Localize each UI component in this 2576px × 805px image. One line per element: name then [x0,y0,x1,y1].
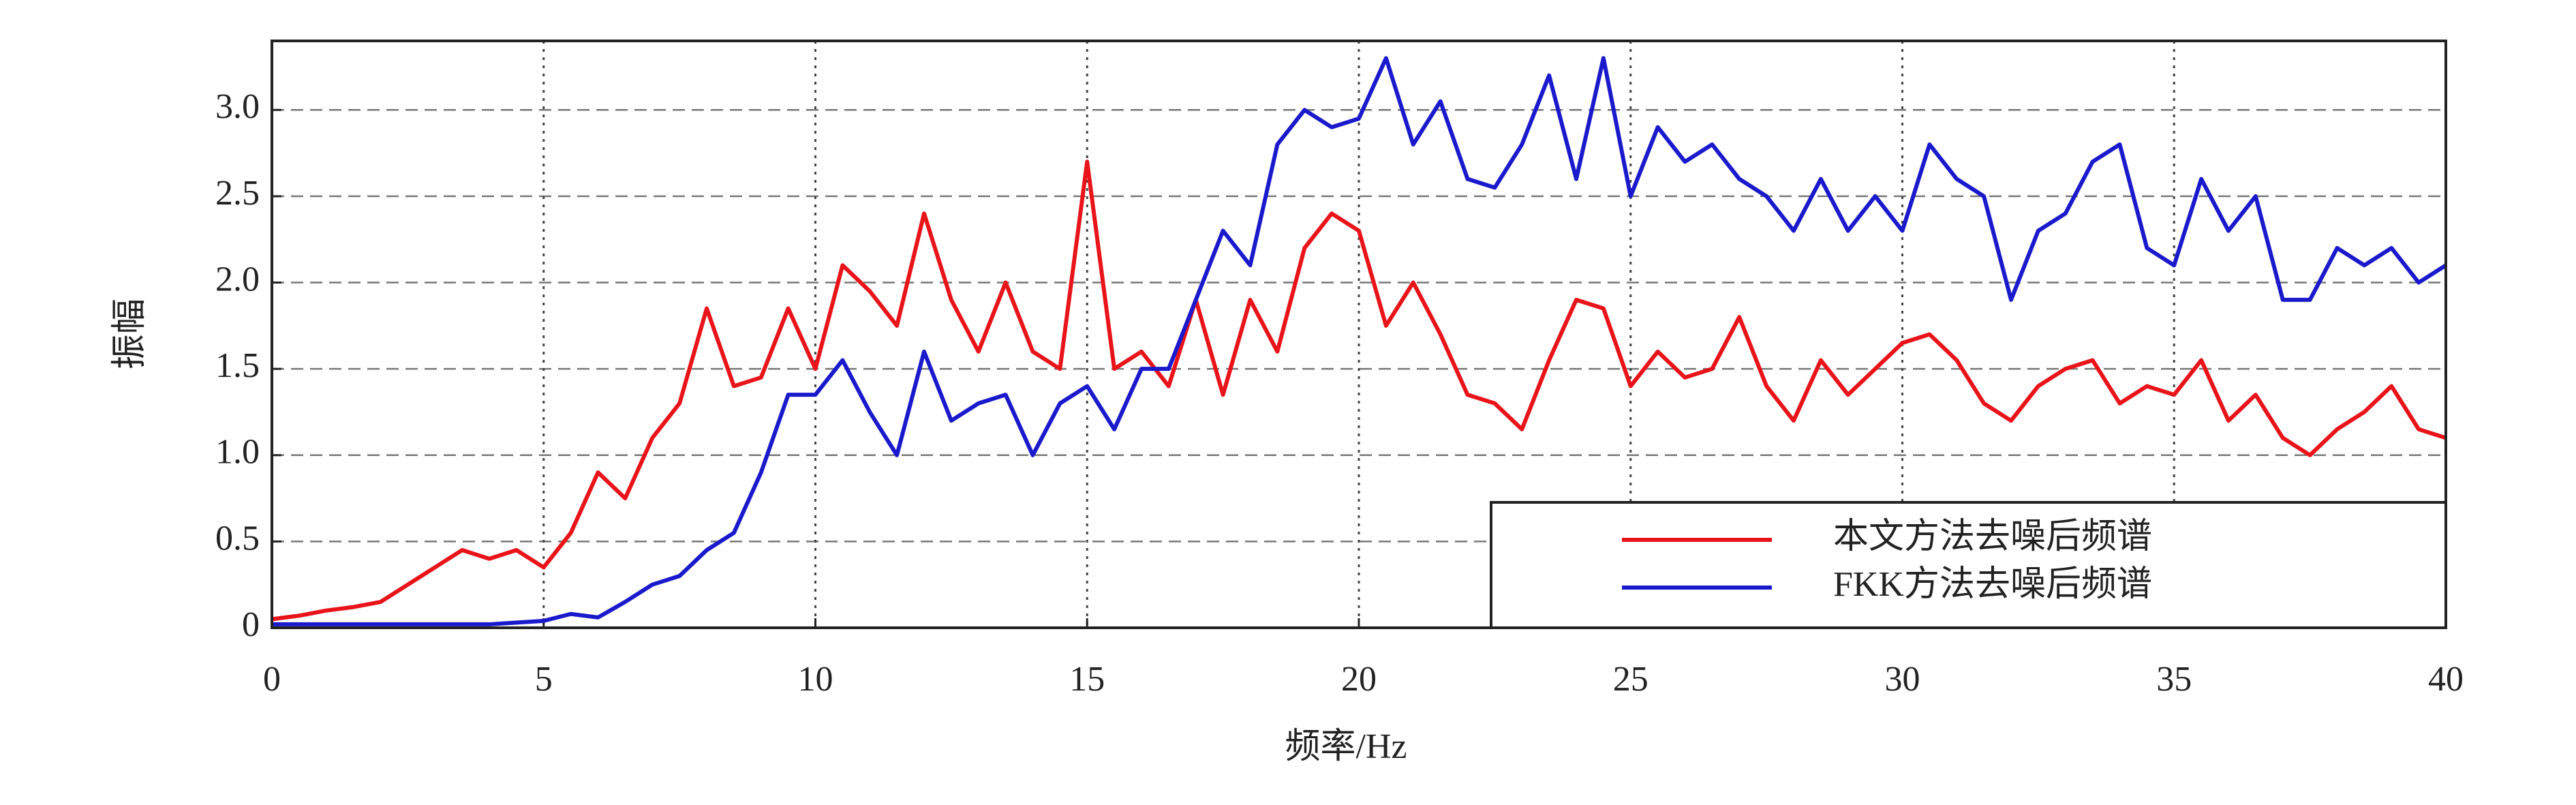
y-axis-label: 振幅 [110,299,149,369]
y-tick-label: 2.5 [215,174,260,213]
x-tick-label: 40 [2428,660,2464,699]
legend-label: FKK方法去噪后频谱 [1833,565,2152,604]
y-tick-label: 1.5 [215,346,260,385]
x-tick-label: 20 [1341,660,1377,699]
x-tick-label: 0 [263,660,281,699]
x-tick-label: 5 [535,660,553,699]
y-tick-label: 0 [242,605,260,644]
x-tick-label: 35 [2156,660,2192,699]
legend-label: 本文方法去噪后频谱 [1833,517,2152,556]
plot-frame [271,40,2447,629]
series-line [271,160,2447,622]
x-tick-label: 25 [1613,660,1649,699]
x-axis-label: 频率/Hz [1285,727,1407,766]
legend-box [1490,501,2447,629]
y-tick-label: 0.5 [215,519,260,558]
y-tick-label: 2.0 [215,260,260,299]
x-tick-label: 10 [798,660,833,699]
y-tick-label: 1.0 [215,433,260,472]
x-tick-label: 30 [1885,660,1920,699]
x-tick-label: 15 [1069,660,1105,699]
series-line [272,56,2447,626]
y-tick-label: 3.0 [215,87,260,126]
